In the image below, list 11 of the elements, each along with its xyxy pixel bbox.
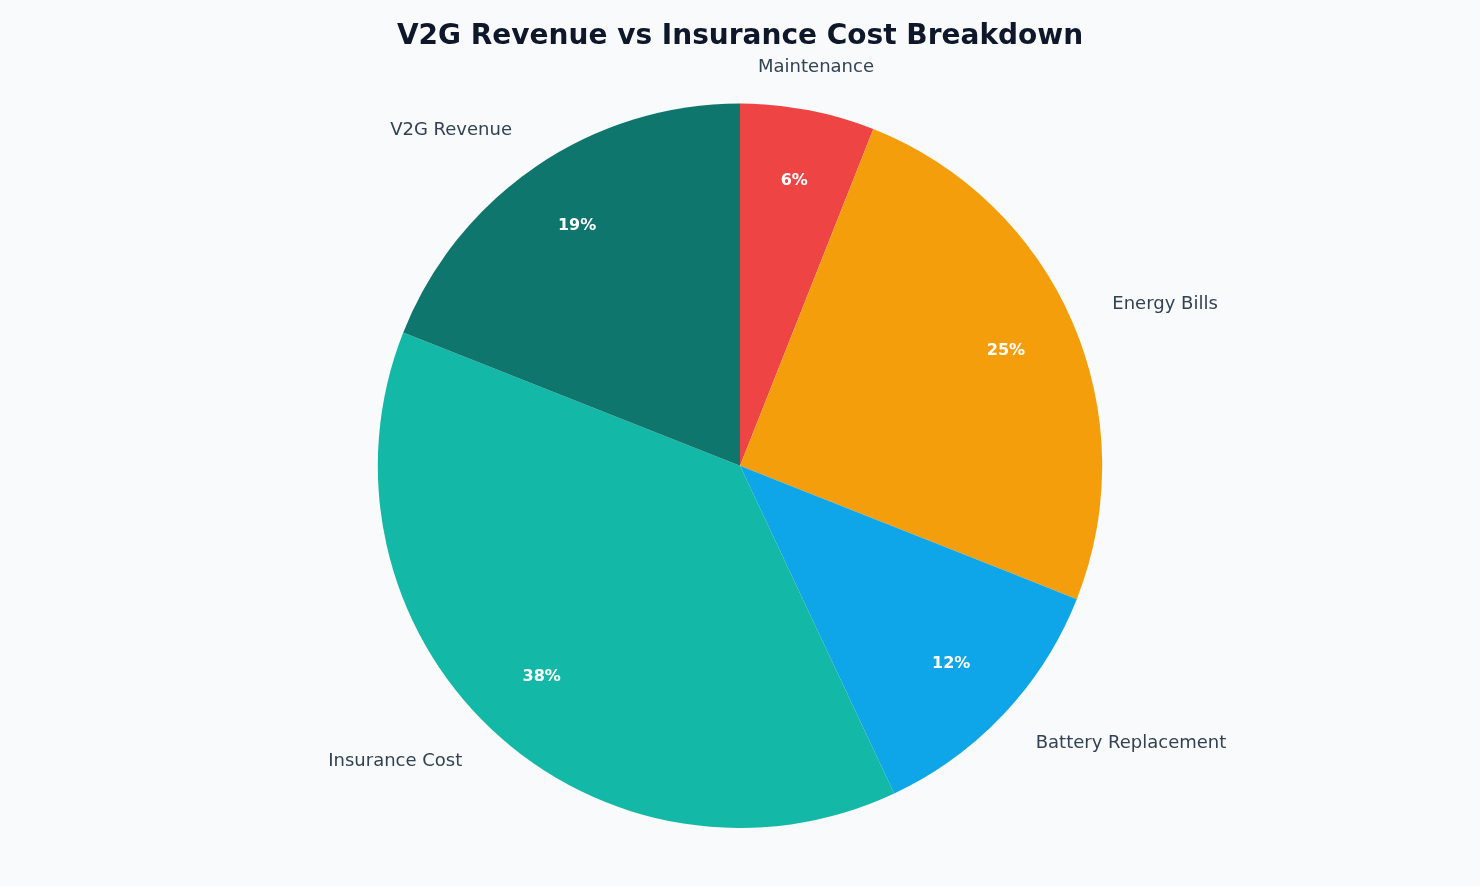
slice-label: Energy Bills: [1112, 292, 1218, 314]
slice-label: V2G Revenue: [390, 117, 512, 139]
data-label: 12%: [932, 653, 971, 673]
data-label: 25%: [986, 339, 1026, 359]
slice-label: Battery Replacement: [1035, 731, 1227, 753]
slice-label: Maintenance: [758, 54, 874, 76]
slice-label: Insurance Cost: [328, 749, 463, 771]
data-label: 19%: [557, 215, 597, 235]
chart-title: V2G Revenue vs Insurance Cost Breakdown: [396, 18, 1084, 52]
data-label: 6%: [780, 170, 808, 190]
data-label: 38%: [522, 666, 561, 686]
